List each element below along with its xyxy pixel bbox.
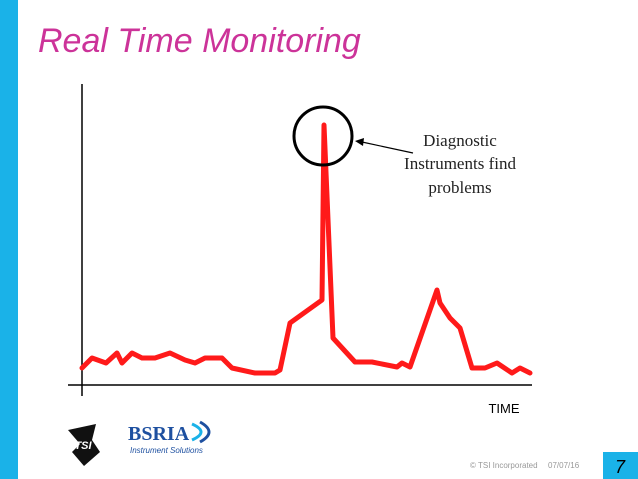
- tsi-text: TSI: [74, 440, 92, 452]
- page-number: 7: [615, 457, 626, 477]
- bsria-logo: BSRIA Instrument Solutions: [128, 420, 211, 455]
- date: 07/07/16: [548, 461, 580, 470]
- page-box: [603, 452, 638, 479]
- bsria-tagline: Instrument Solutions: [130, 446, 203, 455]
- annotation-line: Diagnostic: [423, 131, 497, 150]
- title: Real Time Monitoring: [38, 22, 361, 60]
- x-axis-label: TIME: [488, 401, 519, 416]
- arrow: [361, 141, 414, 154]
- tsi-logo: TSI: [68, 424, 100, 466]
- monitoring-line: [79, 122, 533, 376]
- annotation-line: Instruments find: [404, 154, 516, 173]
- annotation-line: problems: [428, 178, 491, 197]
- bsria-swoosh: [191, 422, 203, 442]
- bsria-swoosh: [199, 420, 211, 444]
- arrow-head: [355, 138, 364, 146]
- bsria-text: BSRIA: [128, 423, 190, 445]
- side-bar: [0, 0, 18, 479]
- copyright: © TSI Incorporated: [470, 461, 538, 470]
- tsi-mark: [68, 424, 100, 466]
- highlight-circle: [292, 105, 354, 167]
